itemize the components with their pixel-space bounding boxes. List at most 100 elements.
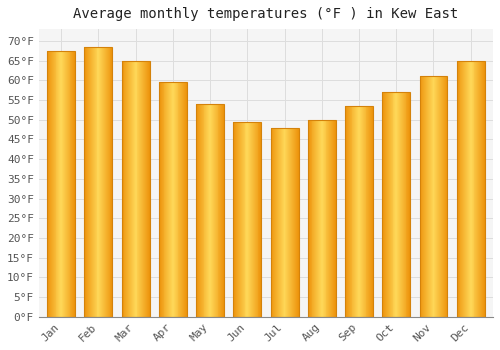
Bar xyxy=(278,128,279,317)
Bar xyxy=(223,104,224,317)
Bar xyxy=(478,61,479,317)
Bar xyxy=(173,82,174,317)
Bar xyxy=(291,128,292,317)
Bar xyxy=(216,104,218,317)
Bar xyxy=(437,76,438,317)
Bar xyxy=(181,82,182,317)
Bar xyxy=(324,120,326,317)
Bar xyxy=(145,61,146,317)
Bar xyxy=(105,47,106,317)
Bar xyxy=(442,76,443,317)
Bar xyxy=(244,122,246,317)
Bar xyxy=(87,47,88,317)
Bar xyxy=(159,82,187,317)
Bar xyxy=(64,51,65,317)
Bar xyxy=(401,92,402,317)
Bar xyxy=(47,51,75,317)
Bar xyxy=(357,106,358,317)
Bar xyxy=(290,128,291,317)
Bar xyxy=(178,82,180,317)
Bar xyxy=(420,76,448,317)
Bar xyxy=(147,61,148,317)
Bar xyxy=(142,61,143,317)
Bar xyxy=(358,106,359,317)
Bar xyxy=(168,82,169,317)
Bar xyxy=(62,51,63,317)
Bar xyxy=(201,104,202,317)
Bar xyxy=(136,61,138,317)
Title: Average monthly temperatures (°F ) in Kew East: Average monthly temperatures (°F ) in Ke… xyxy=(74,7,458,21)
Bar xyxy=(102,47,103,317)
Bar xyxy=(185,82,186,317)
Bar xyxy=(312,120,314,317)
Bar xyxy=(276,128,277,317)
Bar xyxy=(361,106,362,317)
Bar xyxy=(326,120,328,317)
Bar xyxy=(382,92,383,317)
Bar xyxy=(479,61,480,317)
Bar xyxy=(481,61,482,317)
Bar xyxy=(328,120,329,317)
Bar xyxy=(275,128,276,317)
Bar xyxy=(198,104,199,317)
Bar xyxy=(196,104,224,317)
Bar xyxy=(110,47,112,317)
Bar xyxy=(384,92,385,317)
Bar xyxy=(360,106,361,317)
Bar xyxy=(90,47,91,317)
Bar xyxy=(406,92,408,317)
Bar xyxy=(202,104,203,317)
Bar xyxy=(443,76,444,317)
Bar xyxy=(366,106,368,317)
Bar xyxy=(146,61,147,317)
Bar xyxy=(128,61,129,317)
Bar xyxy=(422,76,423,317)
Bar xyxy=(372,106,373,317)
Bar xyxy=(222,104,223,317)
Bar xyxy=(319,120,320,317)
Bar xyxy=(349,106,350,317)
Bar xyxy=(246,122,248,317)
Bar xyxy=(49,51,50,317)
Bar xyxy=(474,61,476,317)
Bar xyxy=(347,106,348,317)
Bar xyxy=(458,61,460,317)
Bar xyxy=(272,128,274,317)
Bar xyxy=(108,47,110,317)
Bar xyxy=(426,76,427,317)
Bar xyxy=(394,92,396,317)
Bar xyxy=(470,61,472,317)
Bar xyxy=(104,47,105,317)
Bar xyxy=(385,92,386,317)
Bar xyxy=(270,128,272,317)
Bar xyxy=(234,122,262,317)
Bar xyxy=(214,104,216,317)
Bar xyxy=(133,61,134,317)
Bar xyxy=(289,128,290,317)
Bar xyxy=(274,128,275,317)
Bar xyxy=(131,61,132,317)
Bar xyxy=(171,82,172,317)
Bar xyxy=(294,128,295,317)
Bar xyxy=(441,76,442,317)
Bar xyxy=(296,128,298,317)
Bar xyxy=(248,122,249,317)
Bar xyxy=(354,106,356,317)
Bar xyxy=(100,47,101,317)
Bar xyxy=(472,61,474,317)
Bar xyxy=(253,122,254,317)
Bar xyxy=(322,120,324,317)
Bar xyxy=(140,61,141,317)
Bar xyxy=(464,61,465,317)
Bar xyxy=(368,106,370,317)
Bar xyxy=(444,76,446,317)
Bar xyxy=(331,120,332,317)
Bar xyxy=(101,47,102,317)
Bar xyxy=(251,122,252,317)
Bar xyxy=(234,122,235,317)
Bar xyxy=(172,82,173,317)
Bar xyxy=(386,92,387,317)
Bar xyxy=(310,120,312,317)
Bar xyxy=(129,61,130,317)
Bar xyxy=(160,82,162,317)
